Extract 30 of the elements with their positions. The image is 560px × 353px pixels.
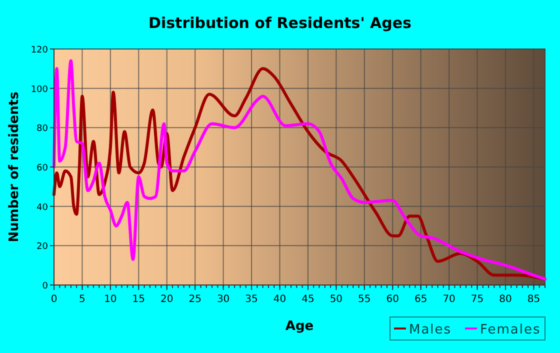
x-tick-label: 50 [330,294,343,305]
x-tick-label: 20 [160,294,174,305]
x-tick-label: 45 [302,294,314,305]
x-tick-label: 30 [216,294,230,305]
y-tick-label: 120 [30,46,48,56]
x-tick-label: 60 [386,294,399,305]
x-axis-title: Age [285,319,314,334]
x-tick-label: 25 [188,294,202,305]
y-tick-label: 100 [30,84,48,95]
y-axis-title: Number of residents [7,91,22,242]
x-tick-label: 35 [245,294,258,305]
x-tick-label: 80 [499,294,512,305]
chart-title: Distribution of Residents' Ages [148,14,412,32]
x-tick-label: 55 [358,294,371,305]
y-tick-label: 40 [36,202,48,213]
legend-label: Males [409,322,452,338]
x-tick-label: 70 [442,294,456,305]
x-tick-label: 75 [470,294,484,305]
x-tick-label: 0 [50,294,58,305]
x-tick-label: 15 [132,294,146,305]
x-tick-label: 5 [79,294,86,305]
x-tick-label: 10 [104,294,117,305]
y-tick-label: 0 [42,282,48,292]
legend-label: Females [480,322,541,338]
x-tick-label: 40 [273,294,286,305]
y-tick-label: 20 [36,242,48,252]
y-tick-label: 80 [36,124,48,134]
y-tick-label: 60 [36,164,48,174]
x-tick-label: 65 [414,294,428,305]
x-tick-label: 85 [527,294,540,305]
